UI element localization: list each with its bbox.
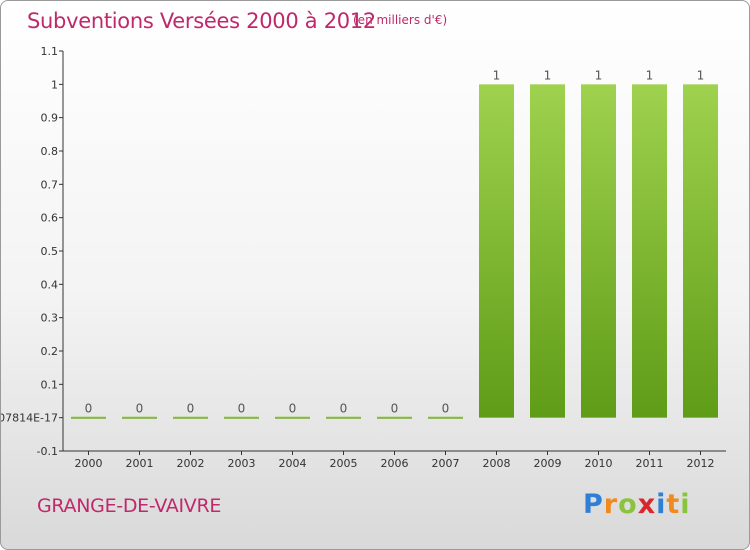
x-tick-label: 2008 [483,457,511,470]
y-tick-label: 0.2 [41,345,59,358]
x-tick-label: 2006 [381,457,409,470]
y-tick-label: 0.5 [41,245,59,258]
bar-value-label: 0 [187,402,195,416]
x-tick-label: 2009 [534,457,562,470]
bar-value-label: 0 [340,402,348,416]
bar [326,416,361,419]
bar [428,416,463,419]
bar-value-label: 0 [238,402,246,416]
bar-value-label: 0 [442,402,450,416]
x-tick-label: 2001 [126,457,154,470]
chart-subtitle: (en milliers d'€) [353,13,448,27]
proxiti-logo: Proxiti [583,489,691,520]
x-tick-label: 2003 [228,457,256,470]
logo-letter: x [637,489,657,520]
x-tick-label: 2000 [75,457,103,470]
x-tick-label: 2010 [585,457,613,470]
logo-letter: P [583,489,604,520]
logo-letter: i [680,489,691,520]
bar [224,416,259,419]
bar [683,84,718,418]
bar-value-label: 1 [595,68,603,82]
bar-value-label: 0 [391,402,399,416]
x-tick-label: 2012 [687,457,715,470]
bar-value-label: 1 [544,68,552,82]
logo-letter: t [666,489,681,520]
logo-letter: r [603,489,619,520]
y-tick-label: -0.1 [37,445,58,458]
y-tick-label: 1.1 [41,45,59,58]
bar-value-label: 1 [646,68,654,82]
bar-value-label: 1 [697,68,705,82]
x-tick-label: 2004 [279,457,307,470]
bar-value-label: 1 [493,68,501,82]
logo-letter: o [618,489,638,520]
y-tick-label: 0.3 [41,312,59,325]
bar [581,84,616,418]
bar [71,416,106,419]
bar [377,416,412,419]
y-tick-label: 0.4 [41,278,59,291]
bar [173,416,208,419]
x-tick-label: 2002 [177,457,205,470]
y-tick-label: 0.7 [41,178,59,191]
x-tick-label: 2005 [330,457,358,470]
y-tick-label: 0.1 [41,378,59,391]
bar [122,416,157,419]
bar-value-label: 0 [289,402,297,416]
bar [479,84,514,418]
commune-name: GRANGE-DE-VAIVRE [37,495,222,517]
bar-value-label: 0 [85,402,93,416]
y-tick-label: 1 [51,78,58,91]
x-tick-label: 2007 [432,457,460,470]
y-tick-label: 0.8 [41,145,59,158]
bar-value-label: 0 [136,402,144,416]
bar [632,84,667,418]
chart-title: Subventions Versées 2000 à 2012 [27,9,376,33]
bar [275,416,310,419]
y-tick-label: 0.9 [41,112,59,125]
x-tick-label: 2011 [636,457,664,470]
logo-letter: i [656,489,667,520]
y-tick-label: 1.3877787807814E-17 [1,412,58,425]
y-tick-label: 0.6 [41,212,59,225]
bar [530,84,565,418]
